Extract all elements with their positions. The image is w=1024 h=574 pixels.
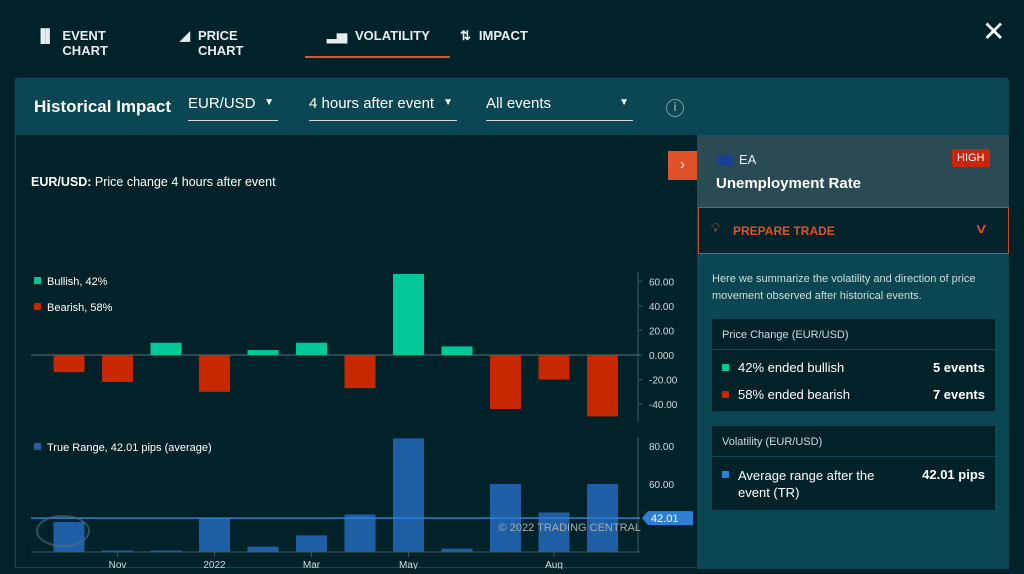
- y-tick-label: 0.000: [649, 351, 674, 362]
- y-tick-label: 20.00: [649, 326, 674, 337]
- y-tick-label: 80.00: [649, 442, 674, 453]
- price-change-bar: [490, 355, 521, 410]
- summary-text: Here we summarize the volatility and dir…: [712, 273, 976, 302]
- chart-area: EUR/USD: Price change 4 hours after even…: [16, 135, 697, 571]
- range-label: Average range after the event (TR): [738, 468, 875, 500]
- true-range-bar: [247, 546, 279, 552]
- bullish-row: 42% ended bullish 5 events: [712, 356, 995, 383]
- x-tick-label: Mar: [303, 560, 321, 569]
- caret-down-icon: ▼: [264, 97, 274, 108]
- caret-down-icon: ▼: [619, 97, 629, 108]
- price-change-bar: [296, 342, 327, 355]
- true-range-bar: [296, 535, 327, 552]
- true-range-bar: [199, 518, 230, 552]
- bar-chart-icon: ▐▌: [36, 28, 55, 43]
- price-change-bar: [199, 355, 230, 392]
- y-tick-label: 60.00: [649, 480, 674, 491]
- true-range-bar: [538, 512, 570, 552]
- legend-label: Bearish, 58%: [47, 302, 113, 314]
- price-change-bar: [441, 346, 473, 355]
- range-swatch: [722, 471, 729, 478]
- bullish-count: 5 events: [932, 360, 985, 375]
- event-filter-select[interactable]: All events ▼: [486, 95, 633, 121]
- panel-header: Historical Impact EUR/USD ▼ 4 hours after…: [16, 79, 1009, 135]
- legend-swatch: [34, 277, 41, 284]
- true-range-bar: [150, 550, 182, 552]
- prepare-trade-button[interactable]: 💡︎ PREPARE TRADE ∨: [698, 207, 1009, 254]
- legend-label: Bullish, 42%: [47, 276, 108, 288]
- volatility-title: Volatility (EUR/USD): [712, 426, 995, 457]
- lightbulb-icon: 💡︎: [711, 220, 721, 235]
- bullish-label: 42% ended bullish: [738, 360, 845, 375]
- average-marker: [642, 511, 693, 526]
- legend-swatch: [34, 443, 41, 450]
- true-range-bar: [344, 514, 376, 552]
- x-tick-label: Aug: [545, 560, 563, 569]
- x-tick-label: 2022: [203, 560, 226, 569]
- pair-select[interactable]: EUR/USD ▼: [188, 95, 278, 121]
- x-tick-label: Nov: [109, 560, 127, 569]
- price-change-title: Price Change (EUR/USD): [712, 319, 995, 350]
- tab-impact[interactable]: ⇅ IMPACT: [460, 28, 528, 43]
- true-range-bar: [441, 548, 473, 552]
- caret-down-icon: ▼: [443, 97, 453, 108]
- chart-title: EUR/USD: Price change 4 hours after even…: [31, 175, 276, 189]
- y-tick-label: -20.00: [649, 376, 678, 387]
- impact-chart: EUR/USD: Price change 4 hours after even…: [31, 175, 693, 571]
- expand-chevron-right-icon[interactable]: ›: [668, 151, 697, 180]
- volatility-row: Average range after the event (TR) 42.01 …: [712, 463, 995, 513]
- panel-title: Historical Impact: [34, 97, 171, 116]
- signal-bars-icon: ▂▅: [327, 28, 347, 43]
- historical-impact-panel: Historical Impact EUR/USD ▼ 4 hours after…: [15, 78, 1009, 571]
- copyright: © 2022 TRADING CENTRAL: [499, 522, 641, 534]
- event-country: EA: [739, 152, 757, 167]
- price-change-bar: [150, 342, 182, 355]
- bullish-swatch: [722, 364, 729, 371]
- up-down-arrows-icon: ⇅: [460, 28, 471, 43]
- bearish-row: 58% ended bearish 7 events: [712, 383, 995, 410]
- price-change-box: Price Change (EUR/USD) 42% ended bullish…: [712, 319, 995, 411]
- event-sidebar: EA HIGH Unemployment Rate 💡︎ PREPARE TRA…: [697, 135, 1009, 569]
- price-change-bar: [344, 355, 376, 389]
- price-change-bar: [247, 350, 279, 355]
- bearish-count: 7 events: [932, 387, 985, 402]
- price-change-bar: [53, 355, 85, 373]
- watermark-logo: [36, 515, 90, 547]
- bearish-label: 58% ended bearish: [738, 387, 851, 402]
- time-window-select[interactable]: 4 hours after event ▼: [309, 95, 457, 121]
- legend-label: True Range, 42.01 pips (average): [47, 442, 212, 454]
- true-range-bar: [102, 550, 133, 552]
- volatility-box: Volatility (EUR/USD) Average range after…: [712, 426, 995, 510]
- event-card: EA HIGH Unemployment Rate: [697, 135, 1009, 207]
- bearish-swatch: [722, 391, 729, 398]
- eu-flag-icon: [717, 156, 733, 166]
- legend-swatch: [34, 303, 41, 310]
- range-value: 42.01 pips: [922, 467, 985, 482]
- price-change-bar: [393, 273, 424, 355]
- average-label: 42.01: [651, 513, 679, 525]
- tab-event-chart[interactable]: ▐▌ EVENT CHART: [36, 28, 108, 58]
- y-tick-label: 40.00: [649, 302, 674, 313]
- true-range-bar: [53, 522, 85, 552]
- y-tick-label: 60.00: [649, 277, 674, 288]
- price-change-bar: [587, 355, 618, 417]
- tab-price-chart[interactable]: ◢ PRICE CHART: [180, 28, 244, 58]
- x-tick-label: May: [399, 560, 418, 569]
- chevron-down-icon: ∨: [973, 220, 989, 236]
- info-icon[interactable]: i: [666, 99, 684, 117]
- price-change-bar: [538, 355, 570, 380]
- tab-volatility[interactable]: ▂▅ VOLATILITY: [305, 28, 450, 58]
- close-icon[interactable]: ✕: [982, 16, 1006, 47]
- event-name: Unemployment Rate: [716, 175, 862, 192]
- y-tick-label: -40.00: [649, 400, 678, 411]
- area-chart-icon: ◢: [180, 28, 190, 43]
- impact-badge: HIGH: [952, 149, 990, 167]
- price-change-bar: [102, 355, 133, 383]
- true-range-bar: [393, 438, 424, 552]
